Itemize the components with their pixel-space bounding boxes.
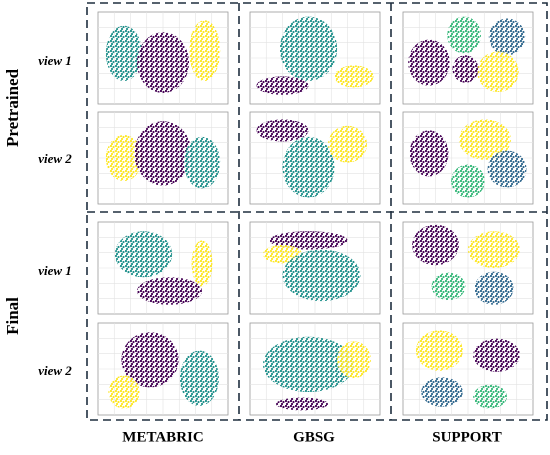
point-cluster xyxy=(412,224,459,266)
point-cluster xyxy=(105,135,143,181)
point-cluster xyxy=(447,16,481,54)
point-cluster xyxy=(328,125,367,163)
point-cluster xyxy=(263,336,354,392)
point-cluster xyxy=(488,18,526,56)
view-label: view 1 xyxy=(38,53,72,68)
point-cluster xyxy=(451,164,485,198)
point-cluster xyxy=(191,240,213,287)
point-cluster xyxy=(279,16,338,81)
point-cluster xyxy=(137,277,202,305)
point-cluster xyxy=(276,397,328,411)
point-cluster xyxy=(256,119,309,142)
column-label: GBSG xyxy=(293,429,335,445)
point-cluster xyxy=(473,384,507,409)
point-cluster xyxy=(408,39,450,86)
point-cluster xyxy=(256,76,309,95)
point-cluster xyxy=(121,332,179,388)
view-label: view 1 xyxy=(38,263,72,278)
point-cluster xyxy=(487,150,527,188)
point-cluster xyxy=(134,121,192,186)
point-cluster xyxy=(282,136,335,198)
point-cluster xyxy=(269,231,348,250)
point-cluster xyxy=(458,119,511,160)
point-cluster xyxy=(334,65,374,88)
view-label: view 2 xyxy=(38,151,72,166)
point-cluster xyxy=(179,350,219,406)
point-cluster xyxy=(468,231,520,268)
point-cluster xyxy=(282,249,361,302)
point-cluster xyxy=(108,375,140,409)
point-cluster xyxy=(114,231,173,278)
point-cluster xyxy=(137,32,189,93)
point-cluster xyxy=(337,341,371,379)
view-label: view 2 xyxy=(38,363,72,378)
point-cluster xyxy=(473,338,520,372)
point-cluster xyxy=(183,136,221,189)
point-cluster xyxy=(189,20,221,81)
point-cluster xyxy=(409,130,449,177)
row-label: Final xyxy=(3,297,22,335)
point-cluster xyxy=(477,51,519,93)
row-label: Pretrained xyxy=(3,68,22,147)
point-cluster xyxy=(431,272,466,301)
point-cluster xyxy=(474,271,514,305)
column-label: METABRIC xyxy=(122,429,203,445)
point-cluster xyxy=(105,25,143,81)
point-cluster xyxy=(416,330,463,371)
column-label: SUPPORT xyxy=(432,429,501,445)
point-cluster xyxy=(452,55,479,83)
point-cluster xyxy=(421,377,463,407)
